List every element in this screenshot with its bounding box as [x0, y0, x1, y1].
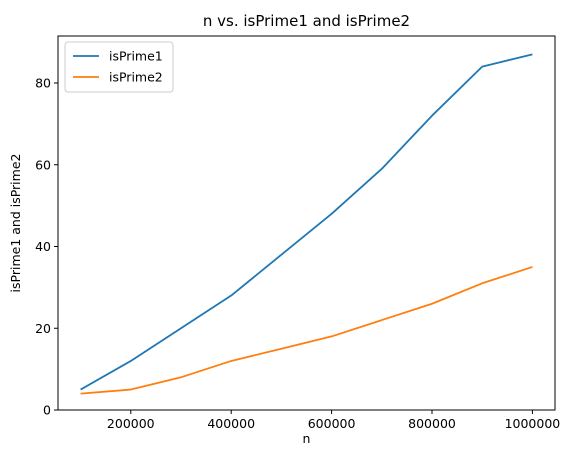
- y-tick-label: 80: [35, 76, 51, 91]
- y-tick-label: 0: [43, 403, 51, 418]
- legend-box: [64, 41, 174, 93]
- y-axis: 0 20 40 60 80: [35, 76, 58, 418]
- series-line-isPrime1: [80, 53, 533, 391]
- legend: isPrime1 isPrime2: [64, 41, 174, 93]
- y-tick-label: 40: [35, 239, 51, 254]
- x-tick-label: 800000: [408, 416, 456, 431]
- chart-title: n vs. isPrime1 and isPrime2: [203, 12, 410, 30]
- y-tick-label: 20: [35, 321, 51, 336]
- plot-area: [57, 35, 556, 411]
- x-tick-label: 200000: [107, 416, 155, 431]
- x-tick-label: 400000: [207, 416, 255, 431]
- x-tick-label: 600000: [308, 416, 356, 431]
- legend-label: isPrime2: [109, 70, 163, 85]
- series-line-isPrime2: [80, 266, 533, 395]
- series-layer: [80, 53, 533, 395]
- x-axis-label: n: [303, 431, 311, 446]
- y-tick-label: 60: [35, 157, 51, 172]
- x-tick-label: 1000000: [505, 416, 561, 431]
- x-axis: 200000 400000 600000 800000 1000000: [107, 410, 560, 431]
- legend-label: isPrime1: [109, 49, 163, 64]
- plot-frame: [57, 35, 556, 411]
- y-axis-label: isPrime1 and isPrime2: [8, 154, 23, 293]
